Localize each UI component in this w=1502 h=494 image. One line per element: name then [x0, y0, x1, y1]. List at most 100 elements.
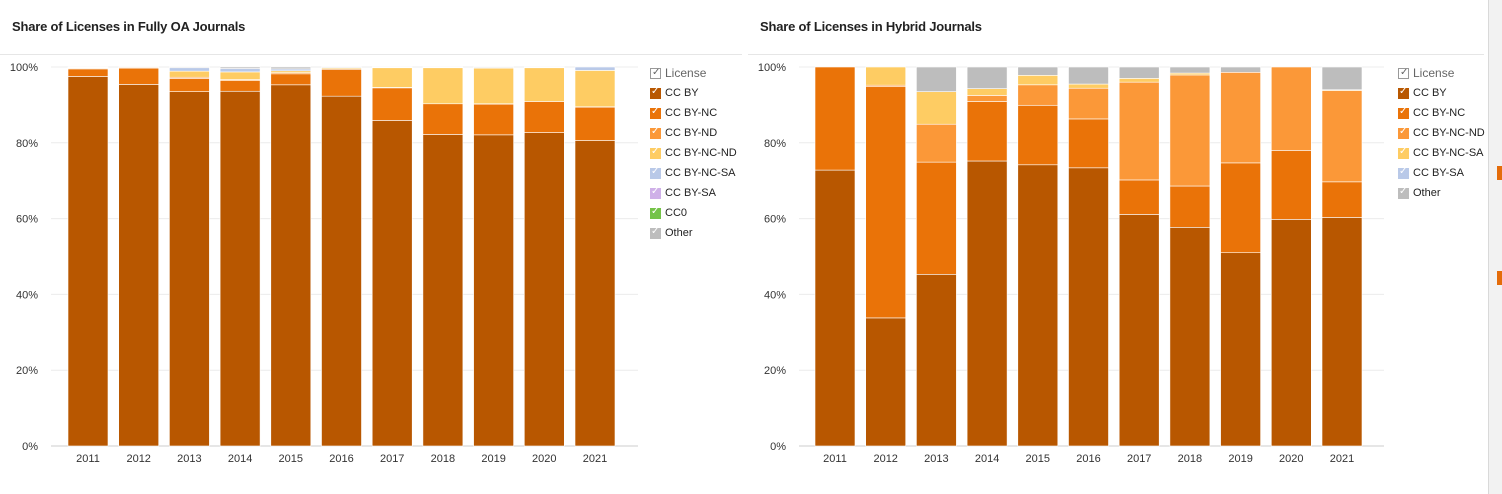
bar-segment	[966, 66, 1008, 89]
bar-segment	[1118, 66, 1160, 79]
bar-segment	[1169, 66, 1211, 74]
legend-item[interactable]: Other	[650, 223, 737, 243]
chart-legend: License CC BY CC BY-NC CC BY-NC-ND CC BY-NC-…	[1398, 63, 1485, 203]
bar-segment	[169, 67, 210, 72]
x-tick-label: 2015	[1026, 453, 1050, 465]
bar-segment	[1169, 185, 1211, 228]
legend-swatch-check-icon	[650, 86, 661, 99]
bar-segment	[1220, 66, 1261, 73]
bar-segment	[1321, 217, 1363, 447]
legend-item[interactable]: CC0	[650, 203, 737, 223]
checkbox-icon	[1398, 67, 1409, 79]
bar-segment	[574, 106, 616, 141]
legend-item[interactable]: CC BY-NC-SA	[1398, 143, 1485, 163]
bar-segment	[966, 88, 1008, 96]
legend-item[interactable]: CC BY-SA	[1398, 163, 1485, 183]
stacked-bar-chart: 0% 20% 40% 60% 80% 100% 2011 2012 2013 2014 2015 20…	[758, 62, 1384, 465]
y-tick-label: 0%	[22, 441, 38, 453]
x-tick-label: 2011	[76, 453, 100, 465]
bar-segment	[473, 67, 514, 105]
y-tick-label: 20%	[16, 365, 38, 377]
chart-title: Share of Licenses in Fully OA Journals	[12, 19, 246, 34]
legend-label: CC0	[665, 207, 688, 219]
bar-segment	[1068, 118, 1109, 169]
bar-segment	[1068, 167, 1109, 447]
legend-title[interactable]: License	[650, 63, 737, 83]
legend-label: CC BY-SA	[665, 187, 716, 199]
title-divider	[748, 54, 1484, 55]
legend-item[interactable]: CC BY	[1398, 83, 1485, 103]
edge-marker	[1497, 271, 1502, 285]
x-tick-label: 2014	[228, 453, 252, 465]
legend-item[interactable]: CC BY-NC	[1398, 103, 1485, 123]
legend-item[interactable]: CC BY	[650, 83, 737, 103]
x-tick-label: 2013	[924, 453, 948, 465]
checkbox-icon	[650, 67, 661, 79]
bar-segment	[916, 123, 957, 163]
bar-segment	[1169, 74, 1211, 187]
bar-segment	[1017, 104, 1059, 166]
y-tick-label: 60%	[764, 214, 786, 226]
bar-segment	[966, 160, 1008, 447]
legend-item[interactable]: CC BY-SA	[650, 183, 737, 203]
bar-segment	[916, 161, 957, 275]
legend-item[interactable]: CC BY-ND	[650, 123, 737, 143]
legend-label: CC BY-ND	[665, 127, 718, 139]
bar-segment	[865, 86, 906, 319]
bar-segment	[422, 67, 464, 105]
bar-segment	[1220, 252, 1261, 447]
bar-segment	[966, 95, 1008, 102]
x-tick-label: 2017	[380, 453, 404, 465]
bar-segment	[1321, 66, 1363, 91]
bar-segment	[473, 66, 514, 69]
legend-item[interactable]: CC BY-NC-SA	[650, 163, 737, 183]
stacked-bar-chart: 0% 20% 40% 60% 80% 100% 2011 2012 2013 2014 2015 20…	[10, 62, 638, 465]
window-edge-scrollbar[interactable]	[1488, 0, 1502, 494]
bar-segment	[219, 71, 261, 80]
bar-segment	[169, 91, 210, 447]
bar-segment	[865, 317, 906, 447]
y-tick-label: 40%	[16, 289, 38, 301]
bar-segment	[1220, 72, 1261, 164]
legend-label: CC BY	[665, 87, 699, 99]
legend-item[interactable]: Other	[1398, 183, 1485, 203]
legend-label: CC BY-NC-ND	[665, 147, 737, 159]
x-tick-label: 2012	[873, 453, 897, 465]
legend-item[interactable]: CC BY-NC-ND	[1398, 123, 1485, 143]
bar-segment	[67, 68, 109, 77]
edge-marker	[1497, 166, 1502, 180]
legend-swatch-check-icon	[1398, 106, 1409, 119]
legend-swatch-check-icon	[650, 106, 661, 119]
bar-segment	[473, 134, 514, 447]
bar-segment	[1068, 66, 1109, 85]
y-tick-label: 100%	[758, 62, 786, 74]
legend-swatch-check-icon	[650, 146, 661, 159]
bar-segment	[865, 66, 906, 86]
legend-label: Other	[1413, 187, 1441, 199]
bar-segment	[321, 95, 362, 447]
bar-segment	[1270, 66, 1312, 151]
bar-segment	[574, 70, 616, 108]
bar-segment	[270, 73, 312, 86]
legend-swatch-check-icon	[650, 126, 661, 139]
bar-segment	[219, 80, 261, 92]
bar-segment	[371, 120, 413, 447]
legend-item[interactable]: CC BY-NC	[650, 103, 737, 123]
legend-swatch-check-icon	[1398, 146, 1409, 159]
bar-segment	[1017, 84, 1059, 106]
bar-segment	[118, 67, 159, 85]
bar-segment	[473, 103, 514, 136]
bar-segment	[1068, 83, 1109, 89]
chart-title: Share of Licenses in Hybrid Journals	[760, 19, 982, 34]
x-tick-label: 2019	[1228, 453, 1252, 465]
legend-label: CC BY	[1413, 87, 1447, 99]
bar-segment	[574, 66, 616, 71]
bar-segment	[916, 66, 957, 92]
legend-title[interactable]: License	[1398, 63, 1485, 83]
legend-swatch-check-icon	[1398, 126, 1409, 139]
legend-item[interactable]: CC BY-NC-ND	[650, 143, 737, 163]
bar-segment	[1118, 78, 1160, 83]
bar-segment	[321, 68, 362, 97]
bar-segment	[169, 78, 210, 92]
bar-segment	[270, 84, 312, 447]
